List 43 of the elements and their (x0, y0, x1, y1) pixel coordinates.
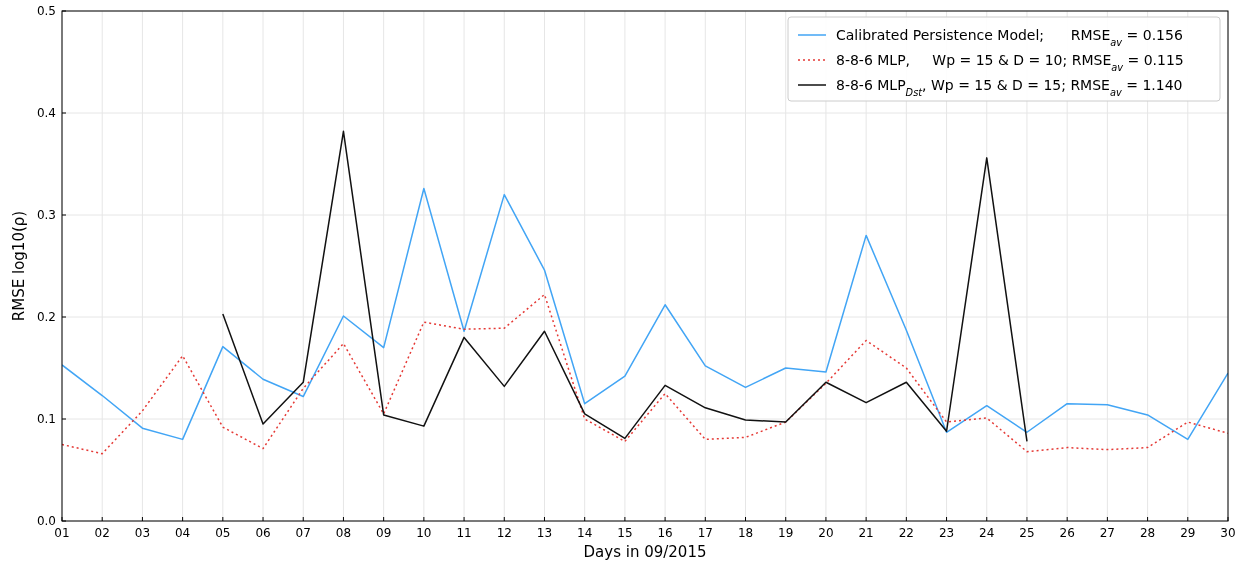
x-tick-label: 14 (577, 526, 593, 540)
y-tick-label: 0.3 (36, 208, 56, 222)
x-tick-label: 25 (1019, 526, 1035, 540)
x-tick-label: 01 (54, 526, 70, 540)
y-tick-label: 0.2 (36, 310, 56, 324)
x-tick-label: 12 (496, 526, 512, 540)
x-tick-label: 21 (858, 526, 874, 540)
x-tick-label: 28 (1139, 526, 1156, 540)
x-tick-label: 08 (335, 526, 352, 540)
y-axis-title: RMSE log10(ρ) (10, 210, 28, 322)
y-tick-label: 0.0 (36, 514, 56, 528)
x-tick-label: 20 (818, 526, 834, 540)
x-tick-label: 24 (979, 526, 995, 540)
x-tick-label: 22 (898, 526, 914, 540)
y-tick-label: 0.1 (36, 412, 56, 426)
legend-label: 8-8-6 MLP, Wp = 15 & D = 10; RMSE$_{av}$ = 0.115 (836, 52, 1184, 73)
x-tick-label: 16 (657, 526, 673, 540)
x-tick-label: 29 (1180, 526, 1196, 540)
x-tick-label: 30 (1220, 526, 1236, 540)
x-tick-label: 17 (697, 526, 713, 540)
y-tick-label: 0.4 (36, 106, 56, 120)
x-tick-label: 02 (94, 526, 110, 540)
x-tick-label: 27 (1099, 526, 1116, 540)
x-tick-label: 10 (416, 526, 432, 540)
line-series (62, 187, 1228, 441)
x-tick-label: 04 (174, 526, 191, 540)
x-axis-title: Days in 09/2015 (583, 543, 707, 561)
legend-label: Calibrated Persistence Model; RMSE$_{av}$ = 0.156 (836, 27, 1183, 48)
x-tick-label: 23 (938, 526, 955, 540)
x-tick-label: 11 (456, 526, 472, 540)
x-tick-label: 06 (255, 526, 271, 540)
x-tick-label: 13 (536, 526, 553, 540)
x-tick-label: 19 (778, 526, 794, 540)
line-series (222, 130, 1028, 443)
x-tick-label: 07 (295, 526, 311, 540)
x-tick-label: 05 (215, 526, 231, 540)
x-tick-label: 18 (737, 526, 754, 540)
x-tick-label: 03 (134, 526, 151, 540)
x-tick-label: 09 (376, 526, 392, 540)
y-tick-label: 0.5 (36, 4, 56, 18)
legend-label: 8-8-6 MLP$_{Dst}$, Wp = 15 & D = 15; RMSE$_{av}$ = 1.140 (836, 77, 1183, 98)
x-tick-label: 26 (1059, 526, 1075, 540)
x-tick-label: 15 (617, 526, 633, 540)
